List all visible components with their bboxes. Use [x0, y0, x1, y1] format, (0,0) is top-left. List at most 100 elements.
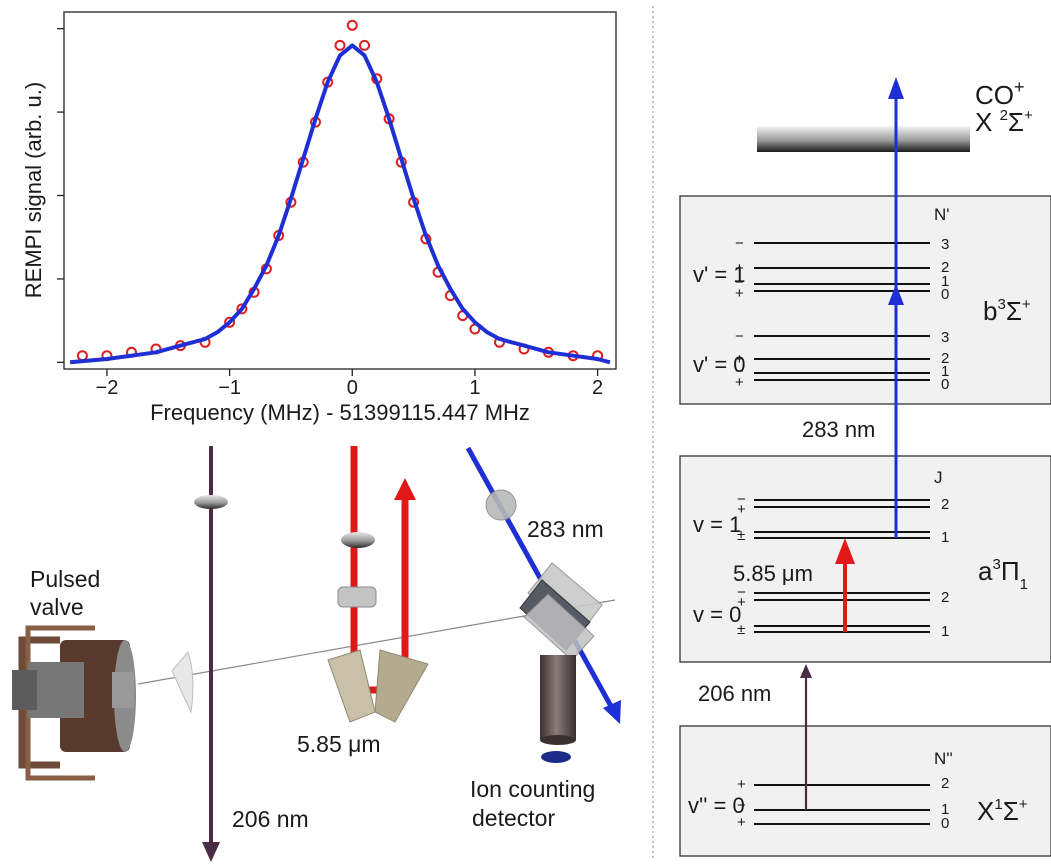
a-v0-label: v = 0: [693, 602, 741, 627]
beam-206nm: 206 nm: [194, 446, 309, 862]
energy-level-diagram: CO+ X 2Σ+ b3Σ+ a3Π1 X1Σ+ N' J N'' v' = 1…: [679, 77, 1051, 857]
b-v0-n2: 2: [941, 350, 949, 367]
b-quantum-label: N': [934, 205, 950, 224]
ion-counting-detector: Ion counting detector: [470, 562, 603, 831]
transition-206-label: 206 nm: [698, 681, 771, 706]
x-tick-label: 0: [347, 377, 358, 399]
transition-585um: 5.85 μm: [733, 538, 855, 632]
a-v1-levels: 2 1 − + ±: [737, 491, 949, 546]
beam-ir: 5.85 μm: [297, 446, 429, 757]
x-state-box: [679, 725, 1051, 857]
a-v1-label: v = 1: [693, 512, 741, 537]
data-point: [236, 303, 248, 315]
transition-585-label: 5.85 μm: [733, 561, 813, 586]
a-state-label: a3Π1: [978, 556, 1028, 593]
a-v0-j1: 1: [941, 623, 949, 640]
b-v0-p2: +: [735, 351, 744, 368]
a-v1-p-plus: +: [737, 501, 746, 518]
data-point: [76, 350, 88, 362]
x-v0-p1: −: [737, 797, 746, 814]
beam-206-label: 206 nm: [232, 806, 309, 832]
b-state-label: b3Σ+: [983, 296, 1031, 326]
ion-continuum: [757, 126, 970, 152]
x-tick-label: 2: [592, 377, 603, 399]
b-v1-p2: +: [735, 260, 744, 277]
b-v1-levels: 3 2 1 0 − + − +: [735, 235, 949, 303]
data-point: [359, 39, 370, 51]
a-v1-j1: 1: [941, 529, 949, 546]
a-v0-p-plus: +: [737, 594, 746, 611]
plot-frame: [63, 11, 617, 370]
b-v1-n2: 2: [941, 259, 949, 276]
a-v0-j2: 2: [941, 589, 949, 606]
x-tick-label: 1: [469, 377, 480, 399]
x-v0-levels: 2 1 0 + − +: [737, 775, 949, 832]
data-point: [224, 316, 236, 328]
plot-area: [69, 19, 611, 365]
pulsed-valve-label-line1: Pulsed: [30, 566, 100, 592]
lens-206: [194, 495, 228, 509]
b-v0-levels: 3 2 1 0 − + − +: [735, 328, 949, 393]
a-state-box: [679, 455, 1051, 663]
x-quantum-label: N'': [934, 749, 953, 768]
x-state-label: X1Σ+: [977, 796, 1028, 826]
pulsed-valve: Pulsed valve: [12, 566, 136, 781]
b-v1-p3: −: [735, 235, 744, 252]
detector-label-line1: Ion counting: [470, 776, 595, 802]
detector-face: [541, 751, 571, 763]
b-v0-p1: −: [735, 363, 744, 380]
retroreflector: [327, 649, 376, 723]
pulsed-valve-label-line2: valve: [30, 594, 84, 620]
b-state-box: [679, 195, 1051, 405]
beam-283-label: 283 nm: [527, 516, 604, 542]
y-ticks: [57, 28, 64, 363]
transition-283nm: 283 nm: [802, 77, 904, 538]
b-v0-p3: −: [735, 328, 744, 345]
x-tick-label: −2: [96, 377, 119, 399]
window-ir: [337, 586, 377, 608]
x-v0-n1: 1: [941, 801, 949, 818]
x-axis-label: Frequency (MHz) - 51399115.447 MHz: [150, 400, 530, 425]
x-v0-n2: 2: [941, 775, 949, 792]
ion-state: X 2Σ+: [975, 107, 1033, 137]
b-v1-n1: 1: [941, 273, 949, 290]
b-v0-label: v' = 0: [693, 352, 746, 377]
x-tick-label: −1: [218, 377, 241, 399]
transition-206nm: 206 nm: [698, 664, 812, 810]
b-v1-p1: −: [735, 274, 744, 291]
a-quantum-label: J: [934, 468, 943, 487]
b-v0-p0: +: [735, 374, 744, 391]
b-v0-n1: 1: [941, 363, 949, 380]
a-v0-p-pm: ±: [737, 621, 745, 638]
b-v1-p0: +: [735, 285, 744, 302]
beam-ir-label: 5.85 μm: [297, 731, 381, 757]
x-v0-n0: 0: [941, 815, 949, 832]
transition-283-label: 283 nm: [802, 417, 875, 442]
x-v0-label: v'' = 0: [688, 793, 745, 818]
lens-283: [485, 489, 517, 521]
lens-ir: [341, 532, 375, 548]
b-v1-n0: 0: [941, 286, 949, 303]
skimmer: [171, 650, 194, 714]
a-v1-p-pm: ±: [737, 527, 745, 544]
x-v0-p2: +: [737, 776, 746, 793]
x-ticks: −2 −1 0 1 2: [96, 369, 603, 399]
y-axis-label: REMPI signal (arb. u.): [21, 82, 46, 298]
detector-label-line2: detector: [472, 805, 555, 831]
a-v1-j2: 2: [941, 496, 949, 513]
fit-curve: [69, 43, 611, 365]
data-point: [346, 19, 358, 31]
experimental-setup: Pulsed valve 206 nm 5.85 μm 283 n: [12, 446, 621, 862]
b-v0-n0: 0: [941, 376, 949, 393]
a-v0-levels: 2 1 − + ±: [737, 584, 949, 640]
b-v0-n3: 3: [941, 329, 949, 346]
x-v0-p0: +: [737, 814, 746, 831]
rempi-chart: −2 −1 0 1 2 Frequency (MHz) - 51399115.447 M…: [21, 11, 617, 425]
ion-name: CO+: [975, 77, 1025, 110]
a-v1-p-minus: −: [737, 491, 746, 508]
data-point: [334, 39, 346, 51]
b-v1-label: v' = 1: [693, 262, 746, 287]
a-v0-p-minus: −: [737, 584, 746, 601]
b-v1-n3: 3: [941, 236, 949, 253]
